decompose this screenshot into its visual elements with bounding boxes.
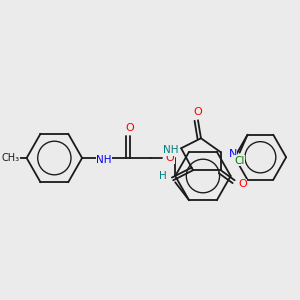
Text: O: O	[194, 107, 202, 117]
Text: NH: NH	[96, 155, 112, 165]
Text: N: N	[229, 149, 237, 159]
Text: CH₃: CH₃	[2, 153, 20, 163]
Text: O: O	[125, 123, 134, 133]
Text: NH: NH	[164, 145, 179, 155]
Text: O: O	[238, 179, 247, 189]
Text: H: H	[159, 171, 167, 181]
Text: Cl: Cl	[234, 156, 245, 166]
Text: O: O	[166, 153, 175, 163]
